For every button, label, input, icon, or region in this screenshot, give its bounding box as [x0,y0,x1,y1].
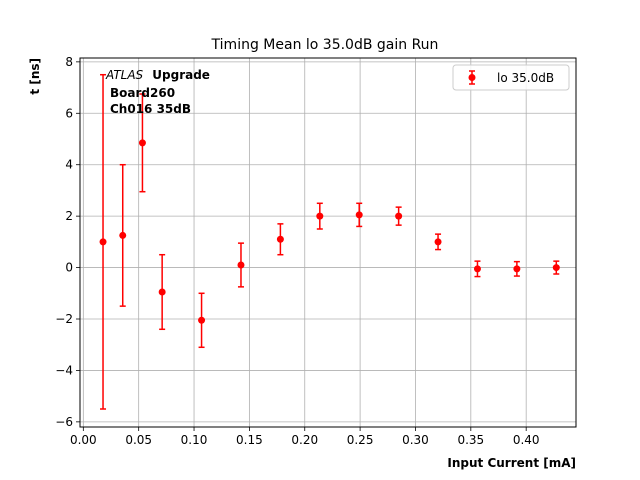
experiment-annotation: ATLAS Upgrade Board260 Ch016 35dB [105,64,210,116]
annotation-channel: Ch016 35dB [110,102,191,116]
y-tick-label: 2 [65,209,73,223]
y-tick-label: −2 [55,312,73,326]
legend-label: lo 35.0dB [497,71,554,85]
x-tick-label: 0.00 [70,433,97,447]
x-tick-label: 0.10 [181,433,208,447]
data-point [316,212,324,220]
data-point [138,139,146,147]
y-tick-label: 6 [65,106,73,120]
x-tick-label: 0.05 [125,433,152,447]
annotation-upgrade: Upgrade [152,68,210,82]
legend: lo 35.0dB [452,64,570,91]
data-point [158,288,166,296]
data-point [434,238,442,246]
annotation-atlas: ATLAS [105,68,144,82]
annotation-board: Board260 [110,86,175,100]
data-point [355,211,363,219]
y-tick-label: 0 [65,261,73,275]
data-point [513,265,521,273]
data-point [99,238,107,246]
y-tick-label: 8 [65,55,73,69]
data-series [99,73,560,410]
data-point [473,265,481,273]
x-tick-label: 0.30 [402,433,429,447]
axis-ticks: 0.00 0.05 0.10 0.15 0.20 0.25 0.30 0.35 0.40 −6 −4… [55,55,539,447]
data-point [552,264,560,272]
chart-title: Timing Mean lo 35.0dB gain Run [211,37,439,53]
legend-box [452,64,570,91]
y-axis-label: t [ns] [28,58,42,95]
grid [80,58,576,427]
x-tick-label: 0.35 [457,433,484,447]
x-tick-label: 0.25 [347,433,374,447]
x-tick-label: 0.20 [291,433,318,447]
data-point [395,212,403,220]
plot-frame [79,57,577,428]
x-axis-label: Input Current [mA] [447,456,576,470]
y-tick-label: 4 [65,158,73,172]
y-tick-label: −6 [55,415,73,429]
data-point [119,231,127,239]
data-point [198,316,206,324]
data-point [237,261,245,269]
annotation-line-1: ATLAS Upgrade [105,64,210,83]
x-tick-label: 0.40 [513,433,540,447]
y-tick-label: −4 [55,363,73,377]
legend-marker [468,74,476,81]
x-tick-label: 0.15 [236,433,263,447]
data-point [276,235,284,243]
